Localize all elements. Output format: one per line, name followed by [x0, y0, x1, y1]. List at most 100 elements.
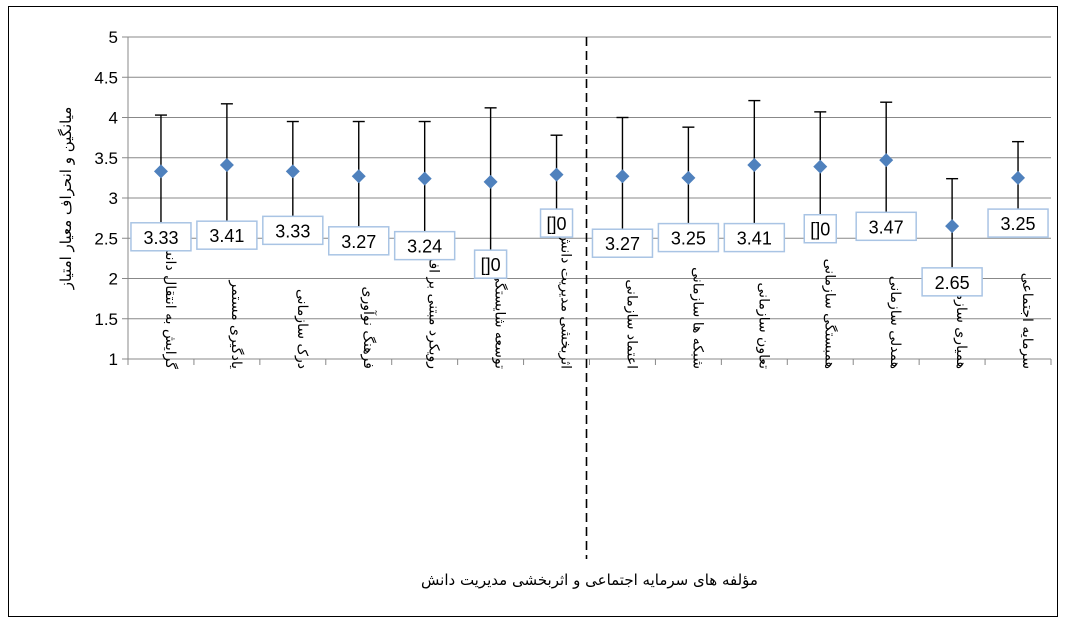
data-label-text: 3.41: [737, 229, 772, 249]
category-label: توسعه شایستگی: [492, 271, 509, 369]
category-label: تعاون سازمانی: [755, 283, 771, 370]
y-tick-label: 5: [109, 28, 118, 47]
data-label: 3.33: [262, 215, 324, 246]
category-label-group: توسعه شایستگی: [492, 271, 509, 369]
category-label: فرهنگ نوآوری: [360, 286, 377, 369]
category-label-group: اعتماد سازمانی: [623, 279, 639, 369]
data-point: [483, 174, 498, 189]
data-point: [615, 169, 630, 184]
data-label-box: [987, 208, 1049, 238]
data-point: [417, 171, 432, 186]
category-label-group: گرایش به انتقال دانش: [162, 239, 179, 370]
category-label: همبستگی سازمانی: [821, 259, 838, 369]
data-label: 3.41: [723, 222, 786, 253]
data-label-text: 3.27: [341, 232, 376, 252]
data-label-text: []0: [481, 255, 501, 275]
category-label-group: رویکرد مبتنی بر افراد: [426, 245, 442, 369]
x-axis-title: مؤلفه های سرمایه اجتماعی و اثربخشی مدیری…: [421, 571, 758, 589]
data-label-box: [262, 215, 324, 246]
data-point: [813, 159, 828, 174]
category-label-group: درک سازمانی: [294, 289, 310, 369]
chart-frame: 1 1.5 2 2.5 3 3.5 4 4.5 5 گرایش به انتقال دانش یا…: [8, 6, 1058, 617]
data-label-box: [591, 228, 654, 258]
data-label-text: []0: [547, 214, 567, 234]
y-tick-label: 2.5: [94, 229, 118, 248]
data-label-box: [855, 211, 917, 242]
category-label-group: سرمایه اجتماعی: [1019, 273, 1035, 369]
gridlines: [128, 36, 1051, 360]
data-point: [945, 219, 960, 234]
data-label-text: 3.41: [209, 226, 244, 246]
data-label-box: [328, 226, 390, 256]
category-label-group: اثربخشی مدیریت دانش: [558, 232, 574, 369]
y-tick-label: 1: [109, 350, 118, 369]
data-label-text: 3.25: [671, 229, 706, 249]
category-label: اثربخشی مدیریت دانش: [558, 232, 574, 369]
data-label: 3.27: [328, 226, 390, 256]
category-label: شبکه ها سازمانی: [689, 267, 705, 369]
data-label-text: 3.24: [407, 237, 442, 257]
category-label: گرایش به انتقال دانش: [162, 239, 179, 370]
category-label-group: تعاون سازمانی: [755, 283, 771, 370]
data-point: [1011, 170, 1026, 185]
data-label-box: [196, 220, 258, 250]
data-point: [351, 169, 366, 184]
data-point: [549, 167, 564, 182]
data-point: [879, 153, 894, 168]
category-label-group: فرهنگ نوآوری: [360, 286, 377, 369]
data-label-text: 2.65: [935, 273, 970, 293]
category-label: اعتماد سازمانی: [623, 279, 639, 369]
data-label: 2.65: [921, 267, 983, 297]
data-label-box: [539, 208, 574, 238]
data-label: 3.27: [591, 228, 654, 258]
category-label: یادگیری مستمر: [228, 280, 245, 370]
data-label-text: []0: [810, 220, 830, 240]
data-point: [681, 170, 696, 185]
data-label-box: [393, 230, 456, 261]
markers: [153, 153, 1026, 234]
category-label: همیاری سازمانی: [953, 273, 969, 369]
y-tick-label: 1.5: [94, 310, 118, 329]
x-axis: گرایش به انتقال دانش یادگیری مستمر درک ساز…: [127, 232, 1052, 370]
category-label-group: شبکه ها سازمانی: [689, 267, 705, 369]
category-label-group: همبستگی سازمانی: [821, 259, 838, 369]
data-label: []0: [473, 249, 508, 279]
data-point: [747, 157, 762, 172]
data-label-text: 3.27: [605, 234, 640, 254]
y-tick-label: 3.5: [94, 149, 118, 168]
data-point: [219, 157, 234, 172]
category-label-group: یادگیری مستمر: [228, 280, 245, 370]
data-label: 3.47: [855, 211, 917, 242]
category-label: همدلی سازمانی: [887, 276, 903, 369]
data-label: 3.25: [987, 208, 1049, 238]
y-axis-title: میانگین و انحراف معیار امتیاز: [57, 107, 75, 291]
category-label-group: همیاری سازمانی: [953, 273, 969, 369]
data-label: 3.24: [393, 230, 456, 261]
data-label: []0: [803, 213, 837, 244]
error-bar-chart: 1 1.5 2 2.5 3 3.5 4 4.5 5 گرایش به انتقال دانش یا…: [57, 28, 1052, 589]
category-label: درک سازمانی: [294, 289, 310, 369]
y-tick-label: 4: [109, 109, 118, 128]
data-label: 3.25: [657, 222, 720, 253]
data-point: [153, 164, 168, 179]
y-tick-label: 3: [109, 189, 118, 208]
data-label-text: 3.25: [1001, 214, 1036, 234]
data-label-box: [803, 213, 837, 244]
data-label-box: [921, 267, 983, 297]
data-label-text: 3.33: [143, 228, 178, 248]
data-point: [285, 164, 300, 179]
error-bars: [154, 99, 1025, 274]
data-label-text: 3.33: [275, 221, 310, 241]
y-tick-label: 2: [109, 270, 118, 289]
category-label: رویکرد مبتنی بر افراد: [426, 245, 442, 369]
category-label: سرمایه اجتماعی: [1019, 273, 1035, 369]
data-label-text: 3.47: [869, 217, 904, 237]
data-label: 3.41: [196, 220, 258, 250]
y-axis: 1 1.5 2 2.5 3 3.5 4 4.5 5: [94, 28, 129, 369]
data-label: []0: [539, 208, 574, 238]
data-labels: 3.33 3.41 3.33 3.27 3.24 []0 []0 3.27 3.25 3.41 []…: [130, 208, 1049, 297]
data-label-box: [130, 222, 192, 252]
category-label-group: همدلی سازمانی: [887, 276, 903, 369]
data-label-box: [723, 222, 786, 253]
data-label-box: [657, 222, 720, 253]
